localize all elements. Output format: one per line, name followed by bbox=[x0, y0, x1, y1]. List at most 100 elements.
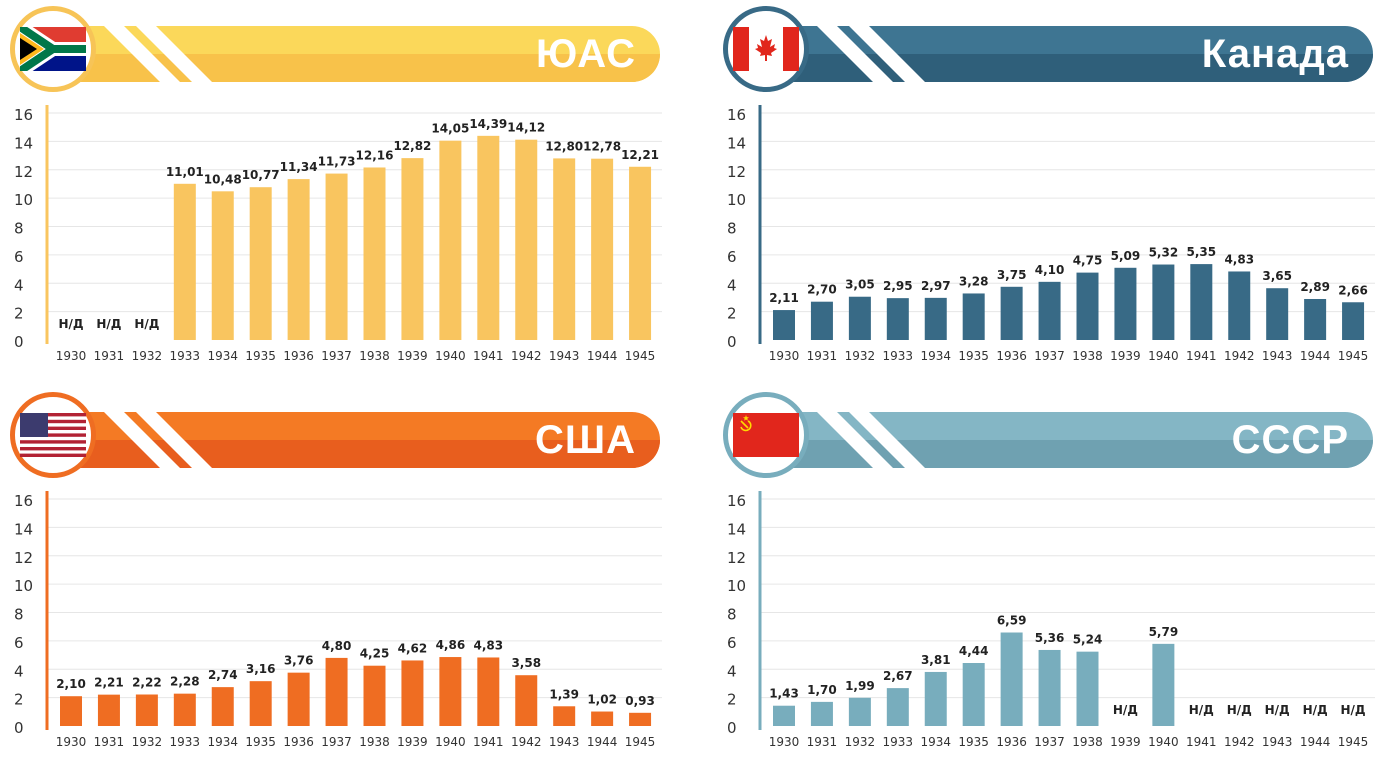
y-tick-label: 10 bbox=[14, 577, 33, 595]
x-tick-label: 1942 bbox=[1224, 735, 1255, 749]
x-tick-label: 1933 bbox=[883, 349, 914, 363]
data-label-1937: 4,80 bbox=[322, 639, 352, 653]
y-tick-label: 2 bbox=[14, 305, 24, 323]
bar-1936 bbox=[1000, 286, 1023, 340]
x-tick-label: 1943 bbox=[1262, 735, 1293, 749]
bar-1935 bbox=[249, 187, 272, 340]
panel-usa: США 0 2 4 6 8 10 12 14 16 2,10 1930 2,21 1931 2,22 193… bbox=[0, 386, 670, 761]
flag-badge bbox=[10, 392, 96, 478]
bar-1932 bbox=[135, 694, 158, 726]
x-tick-label: 1934 bbox=[920, 735, 951, 749]
x-tick-label: 1943 bbox=[549, 735, 580, 749]
bar-1930 bbox=[773, 310, 795, 340]
flag-badge bbox=[723, 392, 809, 478]
data-label-1942: Н/Д bbox=[1227, 703, 1252, 717]
x-tick-label: 1940 bbox=[1148, 735, 1179, 749]
bar-1935 bbox=[962, 293, 985, 340]
data-label-1936: 6,59 bbox=[997, 614, 1027, 628]
y-tick-label: 16 bbox=[14, 492, 33, 510]
bar-1944 bbox=[591, 158, 614, 340]
x-tick-label: 1938 bbox=[359, 349, 390, 363]
data-label-1935: 3,28 bbox=[959, 274, 989, 288]
bar-1938 bbox=[363, 167, 386, 340]
x-tick-label: 1936 bbox=[996, 735, 1027, 749]
y-tick-label: 16 bbox=[14, 106, 33, 124]
x-tick-label: 1930 bbox=[56, 735, 87, 749]
data-label-1941: Н/Д bbox=[1189, 703, 1214, 717]
bar-1940 bbox=[1152, 643, 1175, 726]
data-label-1930: 1,43 bbox=[769, 687, 799, 701]
x-tick-label: 1936 bbox=[283, 735, 314, 749]
data-label-1932: Н/Д bbox=[134, 317, 159, 331]
bar-1940 bbox=[439, 657, 462, 726]
x-tick-label: 1935 bbox=[245, 349, 276, 363]
x-tick-label: 1930 bbox=[769, 349, 800, 363]
panel-yuas: ЮАС 0 2 4 6 8 10 12 14 16 Н/Д 1930 Н/Д 1931 Н/Д 1932 11… bbox=[0, 0, 670, 375]
data-label-1932: 1,99 bbox=[845, 679, 875, 693]
y-tick-label: 4 bbox=[14, 276, 24, 294]
data-label-1939: 4,62 bbox=[398, 641, 428, 655]
data-label-1940: 4,86 bbox=[436, 638, 466, 652]
bar-1940 bbox=[1152, 264, 1175, 340]
x-tick-label: 1934 bbox=[207, 349, 238, 363]
data-label-1933: 11,01 bbox=[166, 165, 204, 179]
x-tick-label: 1930 bbox=[56, 349, 87, 363]
bar-1930 bbox=[60, 696, 82, 726]
y-tick-label: 16 bbox=[727, 106, 746, 124]
data-label-1930: 2,10 bbox=[56, 677, 86, 691]
bar-1931 bbox=[97, 694, 120, 726]
data-label-1943: 12,80 bbox=[545, 139, 583, 153]
bar-1936 bbox=[1000, 632, 1023, 726]
bar-1935 bbox=[249, 681, 272, 726]
x-tick-label: 1934 bbox=[920, 349, 951, 363]
y-tick-label: 0 bbox=[14, 333, 24, 351]
data-label-1938: 4,75 bbox=[1073, 254, 1103, 268]
canada-flag-icon bbox=[733, 27, 799, 71]
data-label-1943: 3,65 bbox=[1262, 269, 1292, 283]
x-tick-label: 1939 bbox=[397, 349, 428, 363]
country-title: ЮАС bbox=[535, 32, 636, 76]
bar-1943 bbox=[553, 158, 576, 340]
x-tick-label: 1940 bbox=[435, 735, 466, 749]
bar-1943 bbox=[553, 706, 576, 726]
country-banner: США bbox=[20, 412, 660, 468]
data-label-1943: Н/Д bbox=[1265, 703, 1290, 717]
x-tick-label: 1944 bbox=[1300, 349, 1331, 363]
x-tick-label: 1937 bbox=[321, 735, 352, 749]
x-tick-label: 1932 bbox=[132, 735, 163, 749]
data-label-1937: 11,73 bbox=[318, 155, 356, 169]
data-label-1940: 5,79 bbox=[1149, 625, 1179, 639]
y-tick-label: 2 bbox=[727, 305, 737, 323]
bar-1931 bbox=[810, 301, 833, 340]
bar-1941 bbox=[477, 657, 500, 726]
bar-1933 bbox=[886, 688, 909, 726]
banner-ribbon bbox=[50, 26, 660, 82]
bar-1945 bbox=[1342, 302, 1365, 340]
bar-1942 bbox=[515, 139, 538, 340]
x-tick-label: 1938 bbox=[1072, 349, 1103, 363]
data-label-1945: 12,21 bbox=[621, 148, 659, 162]
data-label-1941: 5,35 bbox=[1187, 245, 1217, 259]
x-tick-label: 1936 bbox=[996, 349, 1027, 363]
data-label-1938: 5,24 bbox=[1073, 633, 1103, 647]
y-tick-label: 6 bbox=[14, 634, 24, 652]
y-tick-label: 6 bbox=[14, 248, 24, 266]
y-tick-label: 14 bbox=[14, 520, 33, 538]
x-tick-label: 1930 bbox=[769, 735, 800, 749]
x-tick-label: 1940 bbox=[435, 349, 466, 363]
bar-1934 bbox=[211, 191, 234, 340]
bar-1944 bbox=[591, 711, 614, 726]
x-tick-label: 1937 bbox=[1034, 349, 1065, 363]
bar-1945 bbox=[629, 166, 652, 340]
x-tick-label: 1931 bbox=[94, 735, 125, 749]
x-tick-label: 1932 bbox=[845, 349, 876, 363]
y-tick-label: 8 bbox=[727, 606, 737, 624]
data-label-1944: 2,89 bbox=[1300, 280, 1330, 294]
bar-1937 bbox=[1038, 649, 1061, 726]
y-tick-label: 8 bbox=[14, 220, 24, 238]
data-label-1938: 12,16 bbox=[356, 148, 394, 162]
bar-1944 bbox=[1304, 298, 1327, 340]
bar-1933 bbox=[173, 693, 196, 726]
chart-yuas: 0246810121416Н/Д1930Н/Д1931Н/Д193211,011… bbox=[14, 105, 662, 363]
y-tick-label: 12 bbox=[14, 163, 33, 181]
